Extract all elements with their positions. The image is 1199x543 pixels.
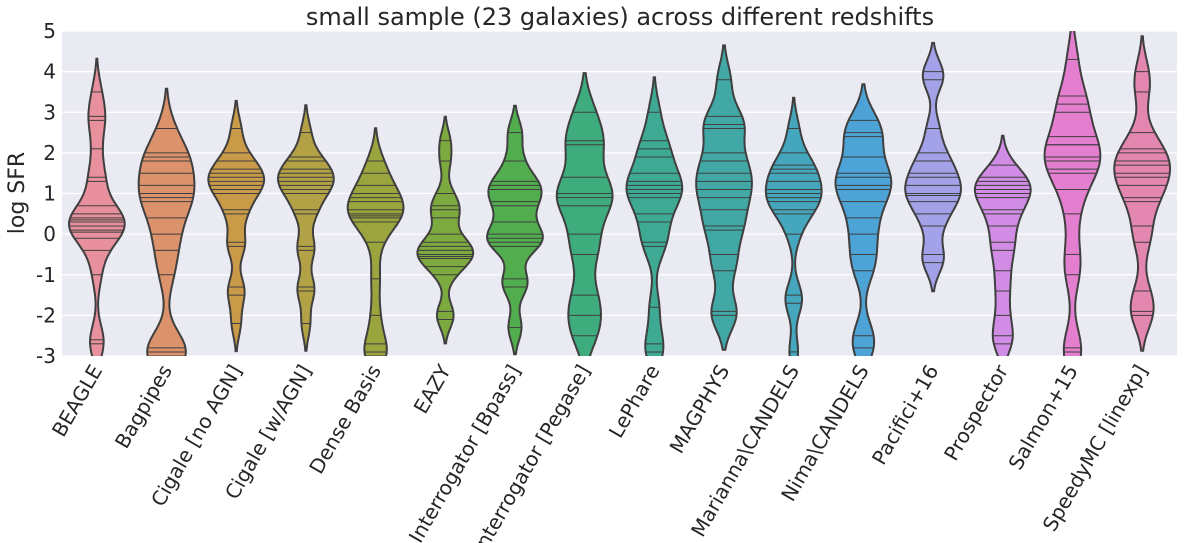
y-tick-label: 3 <box>43 100 56 124</box>
y-tick-label: -1 <box>36 263 56 287</box>
violin-body <box>276 104 335 352</box>
violin-body <box>486 104 544 356</box>
x-tick-label: BEAGLE <box>47 361 107 441</box>
violin-body <box>416 115 475 345</box>
x-tick-label: MAGPHYS <box>665 361 735 458</box>
x-tick-label: Prospector <box>939 360 1013 465</box>
violin-body <box>137 87 196 356</box>
y-tick-label: 0 <box>43 222 56 246</box>
x-tick-label: Bagpipes <box>110 361 177 453</box>
x-tick-label: Pacifici+16 <box>867 361 943 469</box>
chart-title: small sample (23 galaxies) across differ… <box>306 3 934 31</box>
x-tick-label: Dense Basis <box>304 361 386 479</box>
violin-body <box>904 41 963 293</box>
y-tick-label: 5 <box>43 19 56 43</box>
grid <box>62 30 1177 357</box>
y-tick-label: 1 <box>43 182 56 206</box>
x-tick-label: Salmon+15 <box>1003 361 1082 474</box>
y-tick-label: 2 <box>43 141 56 165</box>
y-tick-label: 4 <box>43 60 56 84</box>
violin-body <box>67 57 126 356</box>
violin-body <box>555 72 614 356</box>
y-tick-label: -2 <box>36 303 56 327</box>
violin-body <box>973 134 1032 356</box>
violins <box>67 31 1171 356</box>
violin-body <box>834 83 893 356</box>
violin-body <box>207 99 266 353</box>
violin-body <box>625 76 684 356</box>
x-tick-label: Interrogator [Pegase] <box>468 361 595 543</box>
y-axis-label: log SFR <box>5 152 30 234</box>
y-tick-label: -3 <box>36 344 56 368</box>
x-tick-label: EAZY <box>409 360 456 418</box>
x-tick-label: LePhare <box>604 361 665 442</box>
violin-body <box>764 96 823 356</box>
violin-body <box>1113 35 1171 352</box>
